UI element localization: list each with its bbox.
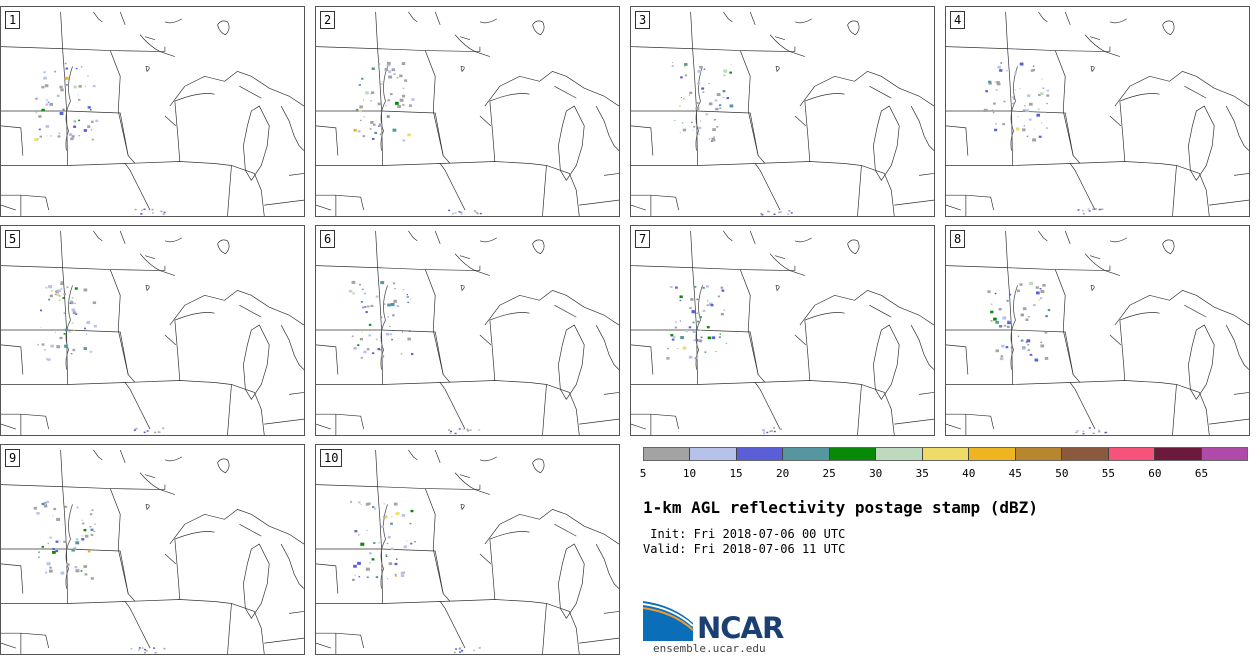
- basemap: [316, 449, 619, 654]
- member-panel: 5: [0, 225, 305, 436]
- colorbar-swatch: [969, 448, 1016, 460]
- member-panel: 2: [315, 6, 620, 217]
- member-number: 8: [950, 230, 966, 248]
- reflectivity-echoes: [348, 280, 481, 435]
- member-panel: 8: [945, 225, 1250, 436]
- member-panel: 4: [945, 6, 1250, 217]
- colorbar-tick-label: 10: [682, 467, 697, 480]
- ncar-logo: NCAR ensemble.ucar.edu: [643, 601, 803, 657]
- colorbar-tick-label: 25: [822, 467, 836, 480]
- colorbar-swatch: [783, 448, 830, 460]
- basemap: [1, 230, 304, 435]
- reflectivity-echoes: [349, 501, 481, 654]
- colorbar-tick-label: 5: [639, 467, 647, 480]
- reflectivity-echoes: [37, 281, 165, 434]
- basemap: [946, 11, 1249, 216]
- basemap: [1, 11, 304, 216]
- colorbar-tick-label: 40: [962, 467, 976, 480]
- basemap: [316, 230, 619, 435]
- reflectivity-echoes: [666, 285, 782, 435]
- member-number: 7: [635, 230, 651, 248]
- colorbar-swatch: [1015, 448, 1063, 460]
- member-panel: 9: [0, 444, 305, 655]
- colorbar-tick-label: 65: [1194, 467, 1209, 480]
- colorbar-swatch: [690, 448, 737, 460]
- reflectivity-echoes: [987, 281, 1108, 435]
- colorbar-swatch: [1062, 448, 1109, 460]
- reflectivity-echoes: [983, 62, 1104, 215]
- figure-title: 1-km AGL reflectivity postage stamp (dBZ…: [643, 498, 1038, 517]
- reflectivity-echoes: [671, 62, 793, 216]
- member-number: 6: [320, 230, 336, 248]
- member-panel: 1: [0, 6, 305, 217]
- member-panel: 3: [630, 6, 935, 217]
- basemap: [631, 11, 934, 216]
- reflectivity-echoes: [353, 61, 482, 215]
- member-panel: 10: [315, 444, 620, 655]
- colorbar-tick-label: 45: [1008, 467, 1022, 480]
- basemap: [1, 449, 304, 654]
- init-time: Init: Fri 2018-07-06 00 UTC: [643, 527, 846, 541]
- colorbar-swatch: [736, 448, 784, 460]
- member-number: 3: [635, 11, 651, 29]
- member-panel: 7: [630, 225, 935, 436]
- basemap: [946, 230, 1249, 435]
- colorbar-tick-label: 55: [1101, 467, 1115, 480]
- colorbar-swatch: [1155, 448, 1202, 460]
- colorbar-swatch: [876, 448, 923, 460]
- reflectivity-echoes: [34, 62, 166, 215]
- member-number: 5: [5, 230, 21, 248]
- ncar-swoosh-icon: [643, 601, 694, 641]
- basemap: [316, 11, 619, 216]
- colorbar-tick-label: 50: [1055, 467, 1069, 480]
- member-number: 1: [5, 11, 21, 29]
- colorbar-swatch: [829, 448, 877, 460]
- colorbar-tick-label: 20: [775, 467, 790, 480]
- member-number: 10: [320, 449, 343, 467]
- colorbar-tick-label: 30: [869, 467, 883, 480]
- colorbar-swatch: [1201, 448, 1248, 460]
- colorbar-tick-label: 15: [729, 467, 743, 480]
- member-panel: 6: [315, 225, 620, 436]
- reflectivity-echoes: [33, 500, 166, 654]
- colorbar-tick-label: 60: [1148, 467, 1162, 480]
- member-number: 9: [5, 449, 21, 467]
- ensemble-url[interactable]: ensemble.ucar.edu: [653, 642, 766, 655]
- basemap: [631, 230, 934, 435]
- member-number: 4: [950, 11, 966, 29]
- valid-time: Valid: Fri 2018-07-06 11 UTC: [643, 542, 846, 556]
- colorbar-swatch: [644, 448, 691, 460]
- member-number: 2: [320, 11, 336, 29]
- colorbar-swatch: [922, 448, 970, 460]
- ncar-wordmark: NCAR: [697, 611, 784, 645]
- colorbar-swatch: [1108, 448, 1156, 460]
- colorbar-swatches: [643, 447, 1248, 461]
- colorbar-tick-label: 35: [915, 467, 929, 480]
- reflectivity-colorbar: 5 10 15 20 25 30 35 40 45 50 55 60 65: [639, 447, 1248, 480]
